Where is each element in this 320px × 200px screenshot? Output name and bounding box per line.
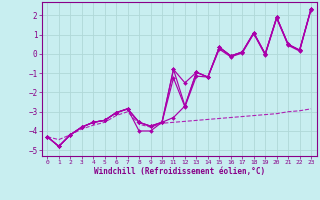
- X-axis label: Windchill (Refroidissement éolien,°C): Windchill (Refroidissement éolien,°C): [94, 167, 265, 176]
